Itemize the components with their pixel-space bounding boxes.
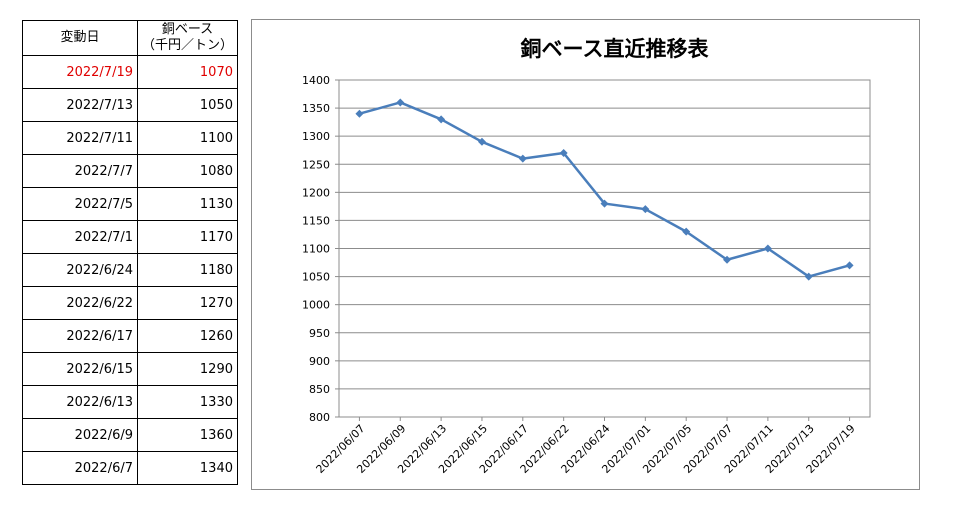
data-point bbox=[641, 205, 650, 214]
data-point bbox=[437, 115, 446, 124]
y-tick-label: 1100 bbox=[302, 243, 330, 256]
row-value: 1270 bbox=[137, 286, 238, 320]
row-date: 2022/6/7 bbox=[22, 451, 138, 485]
row-date: 2022/6/24 bbox=[22, 253, 138, 287]
y-tick-label: 800 bbox=[309, 411, 330, 424]
table-row: 2022/6/9 1360 bbox=[22, 418, 238, 452]
data-point bbox=[396, 98, 405, 107]
data-point bbox=[559, 149, 568, 158]
row-value: 1330 bbox=[137, 385, 238, 419]
table-row: 2022/6/13 1330 bbox=[22, 385, 238, 419]
table-row: 2022/6/7 1340 bbox=[22, 451, 238, 485]
row-value: 1260 bbox=[137, 319, 238, 353]
line-chart: 銅ベース直近推移表 800 850 900 950 1000 1050 1100 1150 120… bbox=[302, 37, 871, 476]
row-value: 1100 bbox=[137, 121, 238, 155]
row-value: 1130 bbox=[137, 187, 238, 221]
data-point bbox=[804, 272, 813, 281]
row-date: 2022/6/22 bbox=[22, 286, 138, 320]
header-date: 変動日 bbox=[22, 20, 138, 56]
table-row: 2022/7/1 1170 bbox=[22, 220, 238, 254]
row-date: 2022/6/15 bbox=[22, 352, 138, 386]
data-point bbox=[600, 199, 609, 208]
row-value: 1180 bbox=[137, 253, 238, 287]
data-point bbox=[845, 261, 854, 270]
y-tick-label: 900 bbox=[309, 355, 330, 368]
header-value-line1: 銅ベース bbox=[161, 22, 214, 37]
row-date: 2022/7/13 bbox=[22, 88, 138, 122]
table-row: 2022/6/15 1290 bbox=[22, 352, 238, 386]
row-value: 1290 bbox=[137, 352, 238, 386]
row-date: 2022/7/7 bbox=[22, 154, 138, 188]
y-tick-label: 1200 bbox=[302, 186, 330, 199]
row-value: 1050 bbox=[137, 88, 238, 122]
y-tick-label: 1050 bbox=[302, 271, 330, 284]
series-line bbox=[359, 101, 850, 278]
y-tick-label: 1000 bbox=[302, 299, 330, 312]
chart-title: 銅ベース直近推移表 bbox=[521, 37, 710, 61]
y-tick-label: 1350 bbox=[302, 102, 330, 115]
table-header-row: 変動日 銅ベース （千円／トン） bbox=[22, 20, 238, 56]
row-date: 2022/7/5 bbox=[22, 187, 138, 221]
row-date: 2022/7/11 bbox=[22, 121, 138, 155]
data-point bbox=[682, 227, 691, 236]
table-row: 2022/6/17 1260 bbox=[22, 319, 238, 353]
y-tick-label: 1400 bbox=[302, 74, 330, 87]
table-row: 2022/7/11 1100 bbox=[22, 121, 238, 155]
table-row: 2022/7/19 1070 bbox=[22, 55, 238, 89]
row-date: 2022/6/17 bbox=[22, 319, 138, 353]
table-row: 2022/6/22 1270 bbox=[22, 286, 238, 320]
table-row: 2022/6/24 1180 bbox=[22, 253, 238, 287]
data-point bbox=[477, 137, 486, 146]
y-tick-label: 1250 bbox=[302, 158, 330, 171]
y-tick-label: 1300 bbox=[302, 130, 330, 143]
y-tick-label: 850 bbox=[309, 383, 330, 396]
table-row: 2022/7/13 1050 bbox=[22, 88, 238, 122]
row-value: 1340 bbox=[137, 451, 238, 485]
table-row: 2022/7/7 1080 bbox=[22, 154, 238, 188]
header-value-line2: （千円／トン） bbox=[141, 38, 233, 53]
row-date: 2022/7/19 bbox=[22, 55, 138, 89]
table-row: 2022/7/5 1130 bbox=[22, 187, 238, 221]
header-value: 銅ベース （千円／トン） bbox=[137, 20, 238, 56]
row-date: 2022/6/9 bbox=[22, 418, 138, 452]
data-point bbox=[723, 255, 732, 264]
y-tick-label: 950 bbox=[309, 327, 330, 340]
data-point bbox=[355, 109, 364, 118]
row-value: 1170 bbox=[137, 220, 238, 254]
row-date: 2022/6/13 bbox=[22, 385, 138, 419]
chart-panel: 銅ベース直近推移表 800 850 900 950 1000 1050 1100 1150 120… bbox=[251, 19, 920, 490]
price-table: 変動日 銅ベース （千円／トン） 2022/7/19 1070 2022/7/13 10… bbox=[22, 20, 238, 485]
y-tick-label: 1150 bbox=[302, 214, 330, 227]
data-point bbox=[518, 154, 527, 163]
row-date: 2022/7/1 bbox=[22, 220, 138, 254]
row-value: 1080 bbox=[137, 154, 238, 188]
row-value: 1360 bbox=[137, 418, 238, 452]
row-value: 1070 bbox=[137, 55, 238, 89]
data-point bbox=[763, 244, 772, 253]
